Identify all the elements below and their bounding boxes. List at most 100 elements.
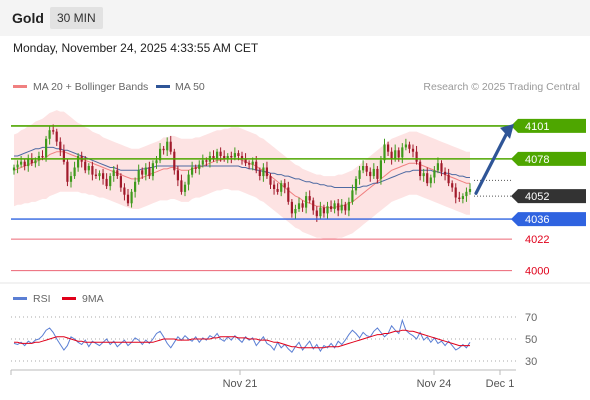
candle-body [180,180,183,192]
candle-body [444,171,447,175]
ma9-legend-label: 9MA [82,293,104,305]
candle-body [137,170,140,182]
symbol-title: Gold [12,10,44,26]
candle-body [159,148,162,161]
candle-body [330,206,333,210]
candle-body [112,170,115,176]
candle-body [390,151,393,159]
candle-body [233,153,236,158]
candle-body [98,173,101,177]
candle-body [77,156,80,168]
candle-body [454,187,457,198]
candle-body [148,167,151,177]
candle-body [440,163,443,172]
candle-body [237,153,240,156]
candle-body [422,173,425,177]
candle-body [244,158,247,164]
resistance-label: 4078 [525,154,549,166]
candle-body [305,196,308,208]
candle-body [397,150,400,158]
rsi-plot: 70 50 30 [11,312,537,368]
candle-body [59,141,62,151]
candle-body [55,131,58,142]
candle-body [187,174,190,185]
candle-body [219,151,222,156]
candle-body [262,167,265,177]
candle-body [387,144,390,152]
ma20-legend-label: MA 20 + Bollinger Bands [33,81,148,93]
candle-body [48,130,51,139]
rsi-tick-label: 70 [525,312,537,324]
candle-body [383,144,386,161]
candle-body [166,141,169,151]
last-price-tag [511,189,586,204]
candle-body [369,171,372,177]
candle-body [198,164,201,169]
candle-body [372,168,375,177]
candle-body [337,203,340,211]
candle-body [126,194,130,204]
candle-body [12,167,16,171]
candle-body [134,181,137,192]
candle-body [269,176,272,185]
candle-body [41,156,44,158]
candle-body [169,141,172,152]
candle-body [379,160,382,179]
candle-body [280,183,283,192]
candle-body [30,158,33,164]
candle-body [183,184,187,192]
last-price-label: 4052 [525,191,549,203]
candle-body [340,204,343,211]
candle-body [315,210,318,217]
candle-body [62,150,65,162]
candle-body [223,156,226,159]
candle-body [415,151,418,162]
candle-body [394,150,397,159]
x-tick-label: Nov 21 [223,378,258,390]
candle-body [276,189,279,192]
resistance-tag [511,118,586,133]
candle-body [273,184,276,189]
candle-body [191,167,194,175]
candle-body [240,156,244,159]
candle-body [265,167,268,177]
rsi-tick-label: 30 [525,356,537,368]
candle-body [411,148,415,152]
candle-body [312,200,315,211]
candle-body [451,183,454,188]
ma50-legend-label: MA 50 [175,81,205,93]
pivot-label: 4036 [525,214,549,226]
candle-body [34,160,37,164]
candle-body [123,187,126,195]
candle-body [116,170,119,176]
forecast-arrow-head [500,123,514,139]
candle-body [358,170,361,179]
candle-body [144,167,147,175]
candle-body [73,167,76,177]
candle-body [205,160,208,162]
candle-body [258,170,261,176]
candle-body [105,178,108,187]
candle-body [130,191,133,204]
candle-body [294,209,297,214]
support-label: 4000 [525,266,549,278]
candle-body [155,160,158,164]
candle-body [162,148,165,151]
candle-body [426,173,429,184]
interval-button[interactable]: 30 MIN [50,7,103,29]
candle-body [429,177,432,184]
candle-body [109,176,112,187]
candle-body [362,166,365,171]
candle-body [351,190,354,202]
resistance-tag [511,151,586,166]
candle-body [308,196,311,201]
candle-body [344,204,347,211]
candle-body [141,170,144,175]
candle-body [465,191,468,197]
x-tick-label: Nov 24 [417,378,452,390]
ma9-legend-swatch [62,297,76,300]
candle-body [404,144,407,148]
candle-body [255,161,258,171]
rsi-line [13,318,471,353]
